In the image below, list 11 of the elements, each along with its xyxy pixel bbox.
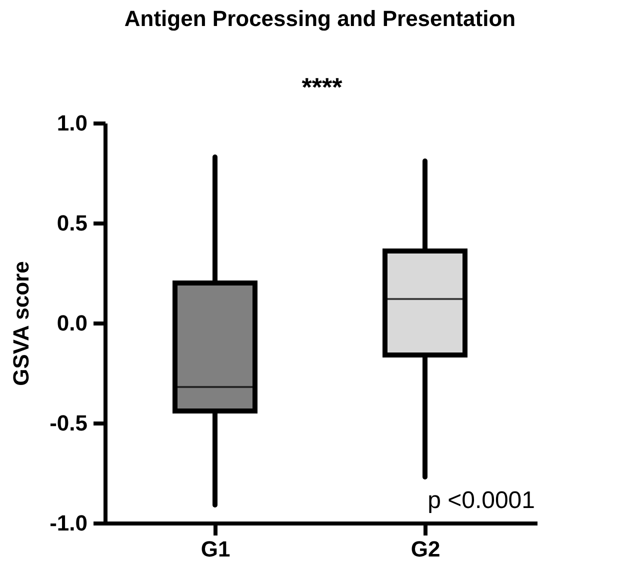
text: **** xyxy=(302,72,344,102)
y-axis-title: GSVA score xyxy=(8,261,34,386)
y-tick-label: -1.0 xyxy=(50,510,88,536)
x-tick-label: G1 xyxy=(200,536,230,562)
annotation: p <0.0001 xyxy=(428,487,535,514)
x-tick-label: G2 xyxy=(410,536,440,562)
y-tick-label: 0.5 xyxy=(56,210,88,236)
chart-title: Antigen Processing and Presentation xyxy=(124,6,516,31)
y-tick-label: 1.0 xyxy=(56,110,88,136)
y-tick-label: -0.5 xyxy=(50,410,88,436)
y-tick-label: 0.0 xyxy=(56,310,88,336)
